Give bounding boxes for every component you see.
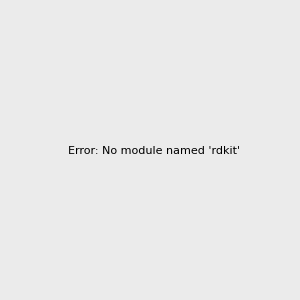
Text: Error: No module named 'rdkit': Error: No module named 'rdkit' <box>68 146 240 157</box>
